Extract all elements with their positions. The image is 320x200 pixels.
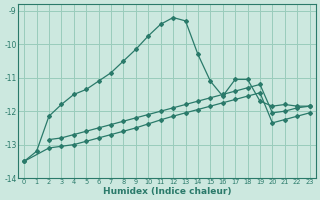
X-axis label: Humidex (Indice chaleur): Humidex (Indice chaleur) [103,187,231,196]
